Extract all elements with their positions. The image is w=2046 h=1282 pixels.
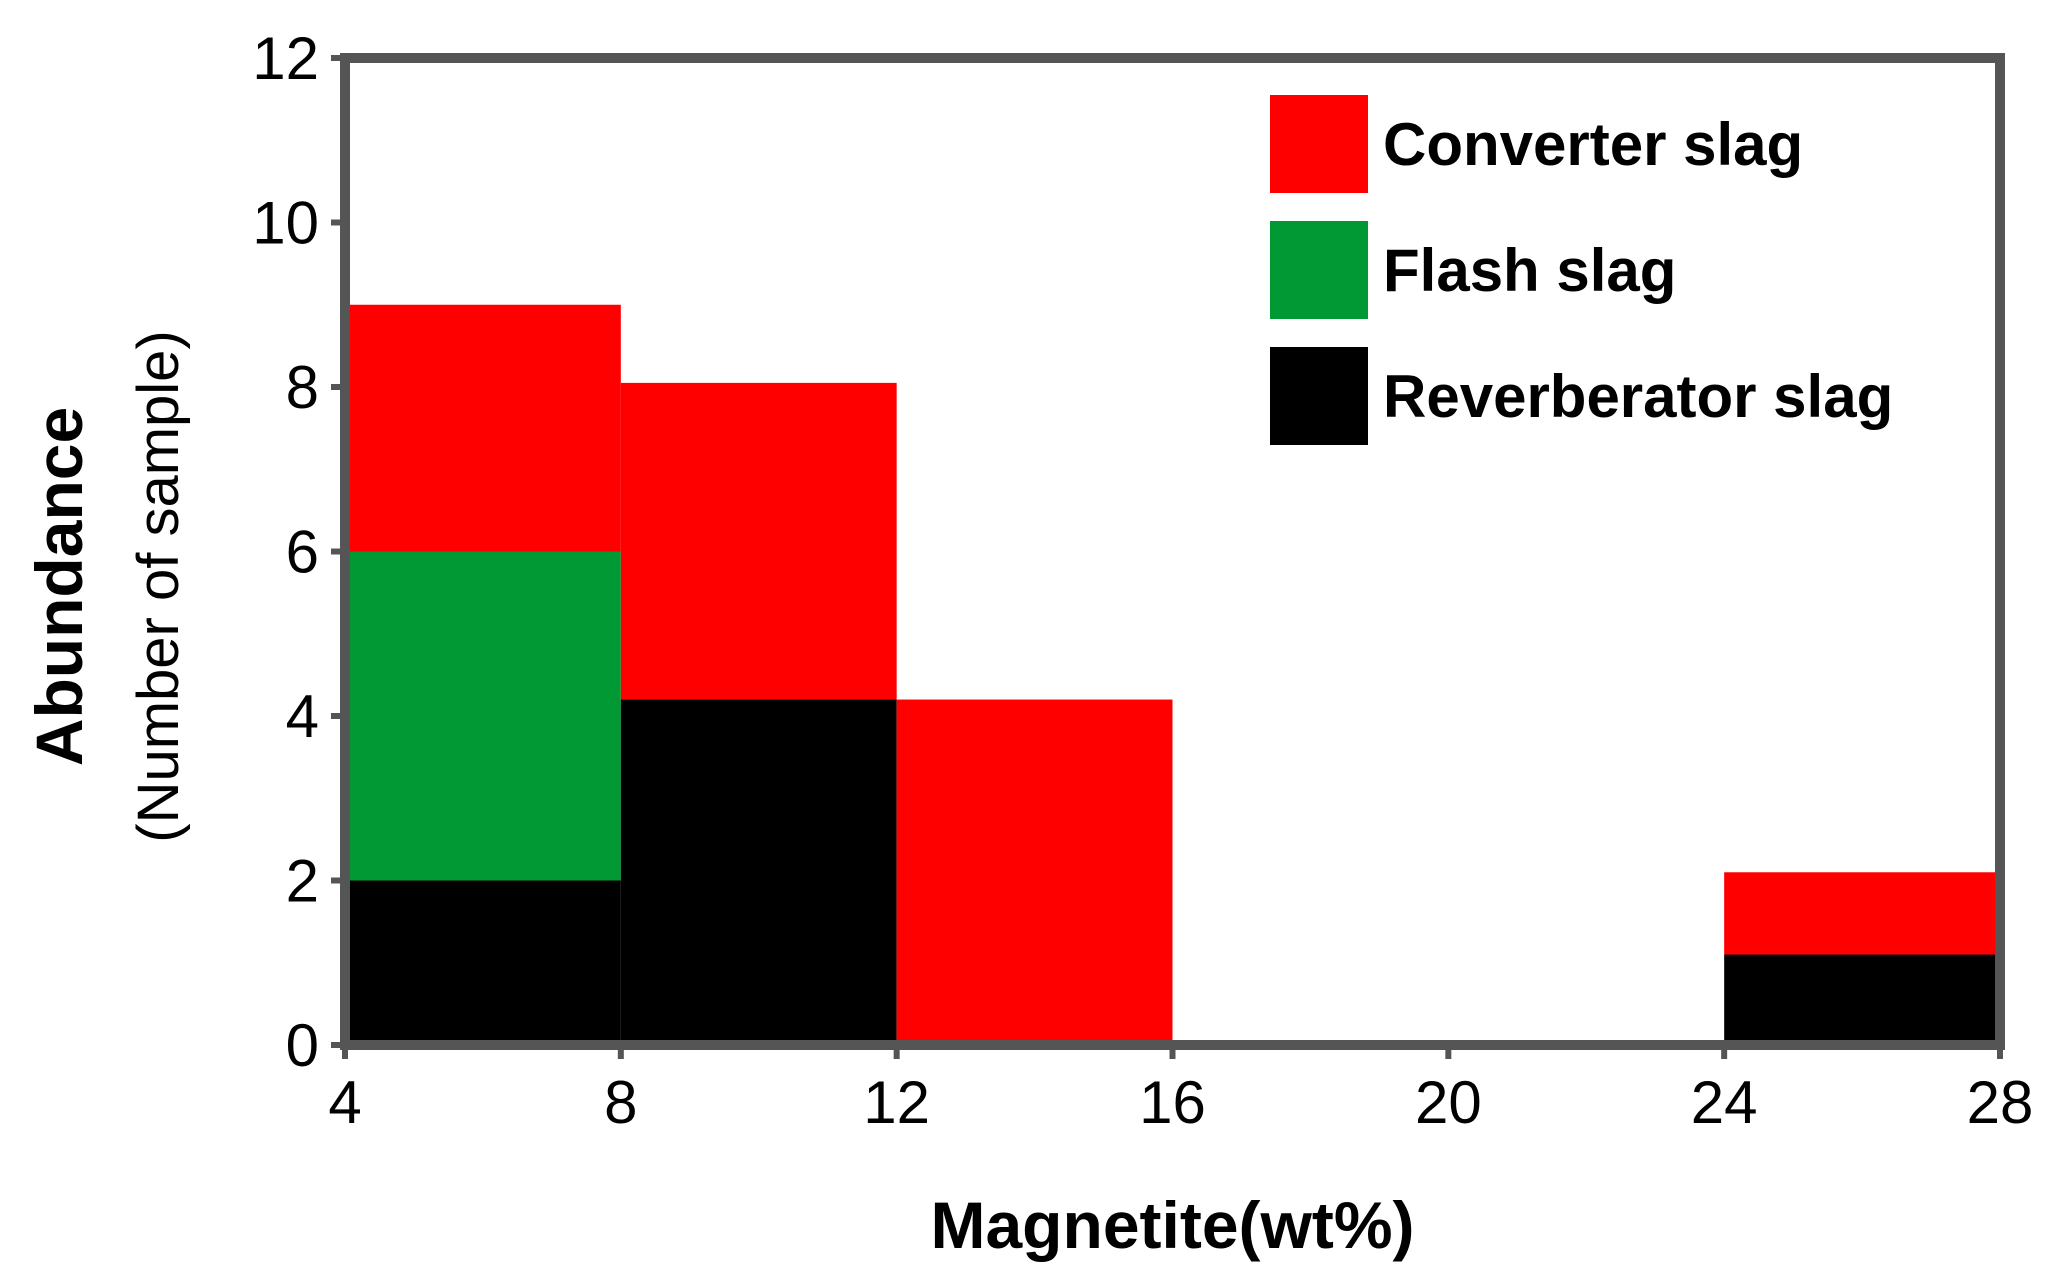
y-tick-label-10: 10 (252, 190, 319, 257)
bar-converter-slag-bin-24-28 (1724, 872, 2000, 955)
bar-converter-slag-bin-8-12 (620, 382, 897, 700)
x-axis-title: Magnetite(wt%) (931, 1188, 1415, 1262)
x-tick-label-24: 24 (1691, 1069, 1758, 1136)
bars-layer (345, 304, 2000, 1045)
bar-reverberator-slag-bin-4-8 (345, 880, 621, 1045)
y-tick-label-0: 0 (286, 1012, 319, 1079)
bar-converter-slag-bin-12-16 (896, 699, 1173, 1045)
legend-swatch-reverberator-slag (1270, 347, 1368, 445)
x-tick-label-8: 8 (604, 1069, 637, 1136)
x-tick-label-4: 4 (328, 1069, 361, 1136)
bar-flash-slag-bin-4-8 (345, 551, 621, 881)
y-tick-label-12: 12 (252, 25, 319, 92)
bar-reverberator-slag-bin-8-12 (620, 699, 897, 1045)
legend-label-flash-slag: Flash slag (1383, 237, 1676, 304)
legend: Converter slag Flash slag Reverberator sla… (1270, 95, 1893, 445)
legend-label-reverberator-slag: Reverberator slag (1383, 363, 1893, 430)
x-tick-label-16: 16 (1139, 1069, 1206, 1136)
y-axis-subtitle: (Number of sample) (126, 330, 191, 842)
y-tick-label-6: 6 (286, 519, 319, 586)
legend-swatch-converter-slag (1270, 95, 1368, 193)
x-tick-label-12: 12 (863, 1069, 930, 1136)
y-tick-label-4: 4 (286, 683, 319, 750)
y-tick-label-2: 2 (286, 848, 319, 915)
legend-swatch-flash-slag (1270, 221, 1368, 319)
x-tick-label-20: 20 (1415, 1069, 1482, 1136)
legend-label-converter-slag: Converter slag (1383, 111, 1803, 178)
bar-converter-slag-bin-4-8 (345, 304, 621, 552)
bar-reverberator-slag-bin-24-28 (1724, 954, 2000, 1045)
y-tick-label-8: 8 (286, 354, 319, 421)
x-tick-label-28: 28 (1967, 1069, 2034, 1136)
y-axis-title: Abundance (22, 407, 96, 766)
